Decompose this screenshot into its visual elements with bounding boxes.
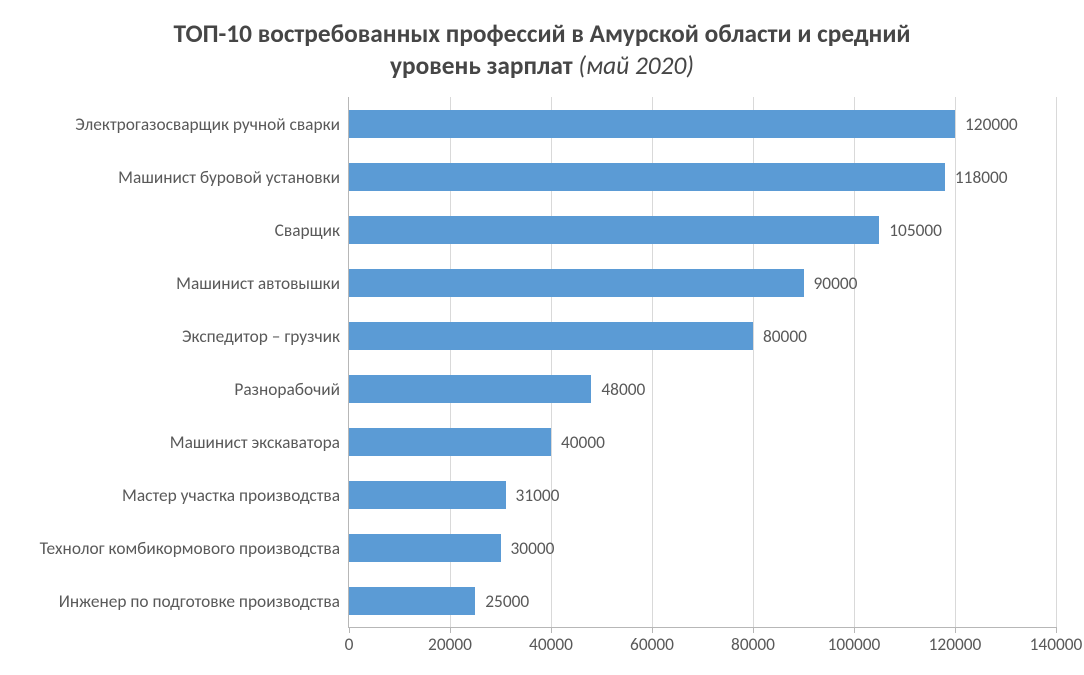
bar [349,110,955,138]
chart-title: ТОП-10 востребованных профессий в Амурск… [28,18,1056,81]
y-axis-label: Технолог комбикормового производства [30,537,340,559]
chart-title-line1: ТОП-10 востребованных профессий в Амурск… [28,18,1056,50]
y-axis-label: Машинист автовышки [30,272,340,294]
bar [349,534,501,562]
bar-value-label: 25000 [485,590,529,612]
bar [349,163,945,191]
bar [349,269,804,297]
bar-value-label: 120000 [965,113,1018,135]
y-axis-label: Машинист буровой установки [30,166,340,188]
y-axis-label: Сварщик [30,219,340,241]
bar [349,322,753,350]
y-axis-label: Разнорабочий [30,378,340,400]
chart-container: ТОП-10 востребованных профессий в Амурск… [0,0,1084,675]
chart-title-line2: уровень зарплат (май 2020) [28,50,1056,82]
bar-value-label: 90000 [814,272,858,294]
y-axis-label: Инженер по подготовке производства [30,590,340,612]
y-axis-label: Машинист экскаватора [30,431,340,453]
plot-area: 0200004000060000800001000001200001400001… [348,97,1056,628]
bar-value-label: 118000 [955,166,1008,188]
x-tick-label: 140000 [1030,633,1083,655]
chart-title-line2-text: уровень зарплат [390,50,578,81]
bar-value-label: 48000 [601,378,645,400]
bar-value-label: 80000 [763,325,807,347]
bar [349,587,475,615]
bar-value-label: 105000 [889,219,942,241]
plot: Электрогазосварщик ручной сварки Машинист… [28,97,1056,657]
bar-value-label: 31000 [516,484,560,506]
x-tick-label: 20000 [428,633,472,655]
bar [349,481,506,509]
chart-title-sub: (май 2020) [578,50,694,81]
x-tick-label: 80000 [731,633,775,655]
bar-value-label: 30000 [511,537,555,559]
y-axis-labels: Электрогазосварщик ручной сварки Машинист… [28,97,348,657]
y-axis-label: Электрогазосварщик ручной сварки [30,113,340,135]
gridline [1056,97,1057,627]
bar [349,216,879,244]
bar [349,375,591,403]
bar-value-label: 40000 [561,431,605,453]
x-tick-label: 120000 [929,633,982,655]
y-axis-label: Мастер участка производства [30,484,340,506]
y-axis-label: Экспедитор – грузчик [30,325,340,347]
x-tick-label: 60000 [630,633,674,655]
bar [349,428,551,456]
x-tick-label: 40000 [529,633,573,655]
x-tick-label: 100000 [828,633,881,655]
x-tick-label: 0 [345,633,354,655]
